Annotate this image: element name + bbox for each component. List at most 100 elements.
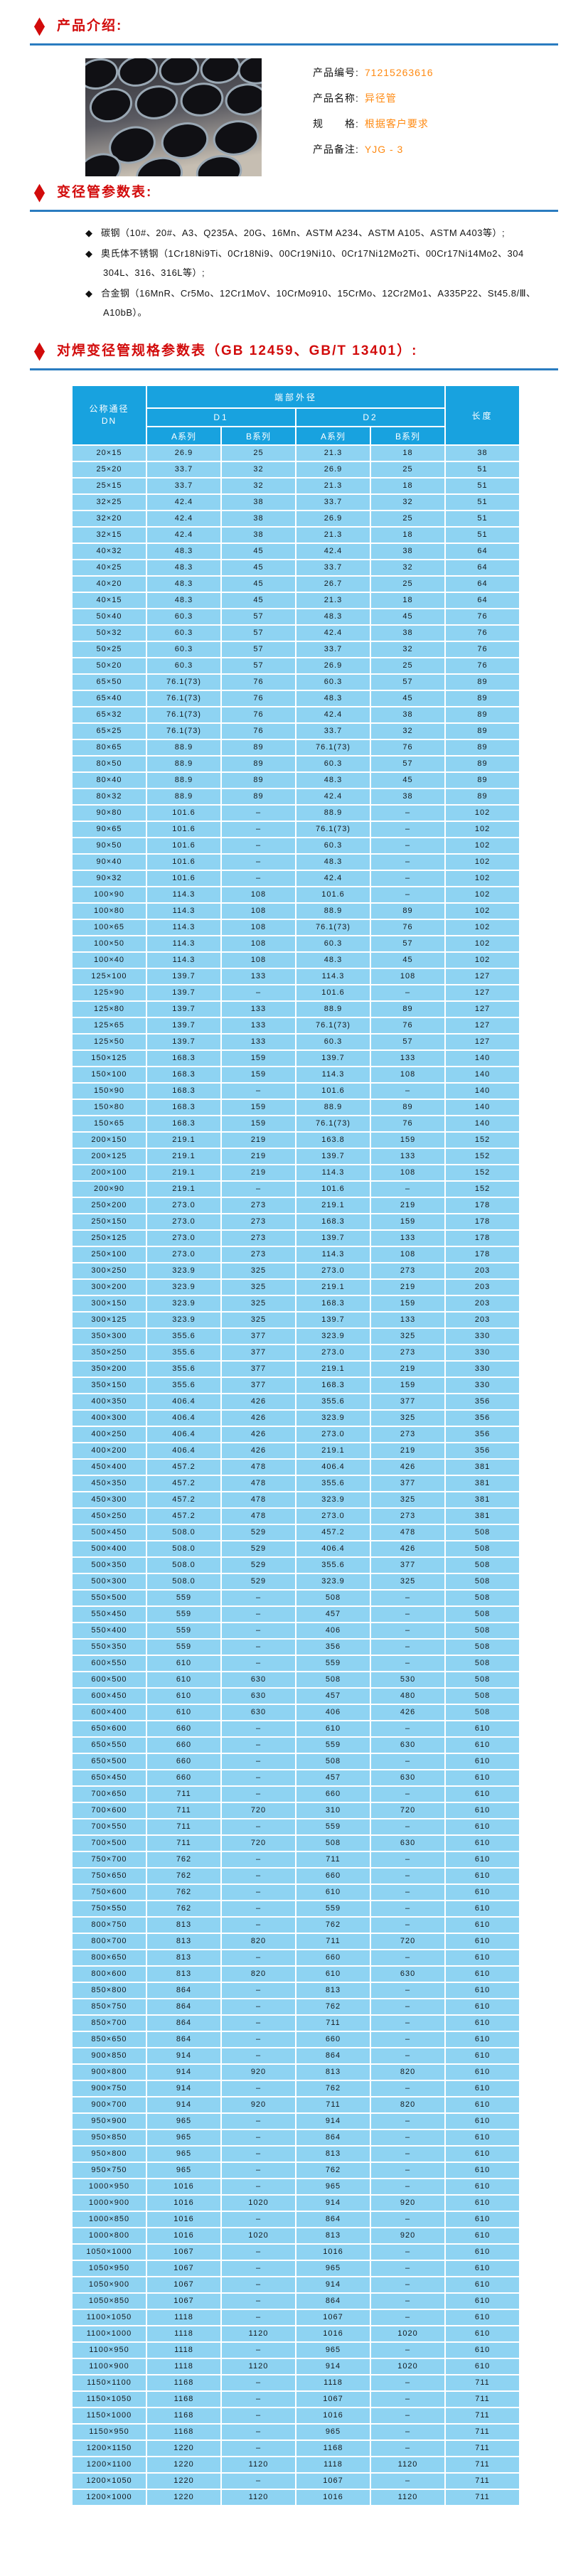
table-cell: 457.2 — [147, 1476, 220, 1491]
table-cell: 203 — [446, 1296, 520, 1311]
table-cell: 500×300 — [73, 1574, 146, 1589]
table-row: 400×350 406.4 426 355.6 377 356 — [73, 1394, 520, 1409]
table-cell: – — [222, 1901, 295, 1916]
table-cell: 76 — [222, 675, 295, 690]
table-cell: 711 — [147, 1787, 220, 1802]
table-cell: 1200×1100 — [73, 2457, 146, 2472]
table-cell: 140 — [446, 1084, 520, 1099]
material-text: 奥氏体不锈钢（1Cr18Ni9Ti、0Cr18Ni9、00Cr19Ni10、0C… — [101, 248, 524, 259]
table-row: 90×65 101.6–76.1(73) –102 — [73, 822, 520, 837]
table-cell: 60.3 — [296, 675, 370, 690]
table-cell: 88.9 — [296, 1100, 370, 1115]
table-cell: 965 — [147, 2114, 220, 2129]
table-cell: 114.3 — [296, 1165, 370, 1180]
table-cell: 163.8 — [296, 1133, 370, 1148]
table-row: 600×500 610 630 508 530 508 — [73, 1672, 520, 1687]
table-cell: 33.7 — [296, 642, 370, 657]
table-row: 1200×1100 1220 1120 1118 1120 711 — [73, 2457, 520, 2472]
table-cell: 610 — [446, 2359, 520, 2374]
table-cell: – — [222, 2474, 295, 2489]
table-cell: 45 — [371, 953, 445, 968]
table-row: 550×450 559–457–508 — [73, 1607, 520, 1622]
table-row: 650×550 660–559 630 610 — [73, 1738, 520, 1753]
product-photo — [85, 58, 262, 176]
table-cell: 102 — [446, 936, 520, 951]
table-cell: – — [222, 822, 295, 837]
table-cell: 64 — [446, 593, 520, 608]
table-cell: 711 — [147, 1803, 220, 1818]
table-cell: 820 — [371, 2097, 445, 2112]
product-code-value: 71215263616 — [364, 67, 434, 78]
table-cell: 219.1 — [147, 1133, 220, 1148]
table-cell: – — [222, 1640, 295, 1655]
table-cell: 42.4 — [147, 528, 220, 543]
table-cell: – — [222, 1084, 295, 1099]
table-cell: 1067 — [147, 2245, 220, 2260]
col-header-d2: D2 — [296, 409, 445, 426]
table-cell: 219.1 — [296, 1280, 370, 1295]
table-cell: – — [222, 1721, 295, 1736]
table-cell: 350×150 — [73, 1378, 146, 1393]
diamond-bullet-icon: ◆ — [85, 228, 92, 238]
table-cell: 508 — [296, 1836, 370, 1851]
table-cell: 478 — [222, 1492, 295, 1507]
table-cell: 219 — [222, 1149, 295, 1164]
table-cell: – — [371, 2392, 445, 2407]
table-cell: – — [371, 1852, 445, 1867]
table-cell: 850×800 — [73, 1983, 146, 1998]
col-header-dn-text: 公称通径 — [89, 404, 129, 414]
table-row: 700×650 711–660–610 — [73, 1787, 520, 1802]
table-cell: 273 — [222, 1231, 295, 1246]
table-cell: 80×40 — [73, 773, 146, 788]
table-cell: 101.6 — [147, 871, 220, 886]
table-cell: 1120 — [222, 2359, 295, 2374]
table-row: 1000×950 1016–965–610 — [73, 2179, 520, 2194]
table-cell: 820 — [371, 2065, 445, 2080]
table-cell: 65×25 — [73, 724, 146, 739]
table-cell: 1020 — [222, 2228, 295, 2243]
table-cell: 1000×950 — [73, 2179, 146, 2194]
product-spec-value: 根据客户要求 — [364, 118, 429, 129]
table-cell: 478 — [371, 1525, 445, 1540]
table-cell: 1067 — [296, 2392, 370, 2407]
table-row: 1100×1050 1118–1067–610 — [73, 2310, 520, 2325]
table-cell: 1220 — [147, 2490, 220, 2505]
table-cell: 323.9 — [296, 1574, 370, 1589]
table-cell: 57 — [222, 642, 295, 657]
table-cell: 114.3 — [147, 904, 220, 919]
table-cell: – — [222, 871, 295, 886]
table-cell: 38 — [371, 789, 445, 804]
table-cell: 508 — [446, 1541, 520, 1556]
table-cell: – — [371, 1640, 445, 1655]
table-cell: – — [371, 2245, 445, 2260]
table-cell: 300×150 — [73, 1296, 146, 1311]
table-cell: 89 — [446, 724, 520, 739]
spec-table: 公称通径 DN 端部外径 长度 D1 D2 A系列 B系列 A系列 B系列 20… — [71, 385, 521, 2506]
table-cell: 140 — [446, 1100, 520, 1115]
table-cell: 920 — [222, 2097, 295, 2112]
table-cell: 89 — [446, 675, 520, 690]
table-cell: 89 — [222, 757, 295, 771]
table-cell: 406.4 — [147, 1427, 220, 1442]
table-cell: 102 — [446, 871, 520, 886]
table-cell: 33.7 — [147, 479, 220, 493]
table-cell: 300×200 — [73, 1280, 146, 1295]
table-cell: 630 — [371, 1836, 445, 1851]
table-cell: 711 — [446, 2408, 520, 2423]
table-cell: 630 — [371, 1738, 445, 1753]
table-cell: 355.6 — [296, 1476, 370, 1491]
table-cell: 108 — [371, 1247, 445, 1262]
table-row: 350×250 355.6 377 273.0 273 330 — [73, 1345, 520, 1360]
table-row: 600×550 610–559–508 — [73, 1656, 520, 1671]
table-row: 650×450 660–457 630 610 — [73, 1770, 520, 1785]
table-row: 850×750 864–762–610 — [73, 1999, 520, 2014]
table-cell: 813 — [296, 2147, 370, 2161]
table-cell: 508 — [446, 1623, 520, 1638]
table-cell: 920 — [371, 2228, 445, 2243]
table-cell: 21.3 — [296, 479, 370, 493]
table-cell: 108 — [371, 1165, 445, 1180]
table-cell: – — [222, 1738, 295, 1753]
material-text: 合金钢（16MnR、Cr5Mo、12Cr1MoV、10CrMo910、15CrM… — [101, 288, 536, 299]
table-cell: 219.1 — [147, 1165, 220, 1180]
spec-table-body: 20×15 26.9 25 21.3 18 38 25×20 33.7 32 26.9 25 51 25… — [73, 446, 520, 2505]
